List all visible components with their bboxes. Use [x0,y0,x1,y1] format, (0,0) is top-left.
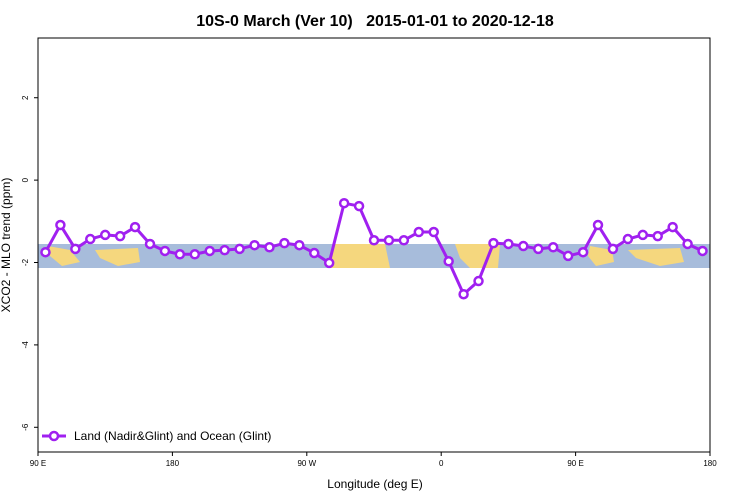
data-point [443,256,454,267]
data-point [682,238,693,250]
data-point [547,242,559,253]
data-point [234,243,245,255]
data-point [533,243,544,255]
data-point [55,219,66,231]
x-tick-label: 90 E [30,459,46,468]
data-point [159,245,171,257]
data-point [99,229,111,241]
data-point [577,246,589,258]
map-strip [38,244,710,268]
y-tick-label: 2 [21,95,30,100]
data-point [353,200,365,212]
x-tick-label: 90 W [297,459,316,468]
x-tick-label: 180 [166,459,180,468]
data-point [204,245,215,257]
data-point [562,250,574,262]
data-point [40,246,51,258]
data-point [85,233,96,245]
x-tick-label: 180 [703,459,717,468]
data-point [667,221,678,233]
data-point [697,245,708,257]
data-point [264,242,275,253]
data-point [129,221,141,233]
plot-frame [37,37,711,453]
data-point [458,288,469,300]
data-point [70,243,81,255]
data-point [294,239,305,251]
chart-title: 10S-0 March (Ver 10) 2015-01-01 to 2020-… [196,13,554,30]
data-point [398,235,410,246]
data-point [518,240,529,252]
data-point [607,243,619,255]
y-tick-label: -6 [21,423,30,431]
x-axis-title: Longitude (deg E) [327,477,422,491]
y-tick-label: 0 [21,177,30,182]
data-point [279,237,290,249]
data-point [323,257,335,269]
y-tick-label: -2 [21,258,30,266]
y-tick-label: -4 [21,341,30,349]
data-point [473,275,484,287]
data-point [652,230,663,242]
data-point [338,197,350,209]
data-point [488,237,499,249]
data-point [114,230,126,242]
data-point [383,235,395,246]
data-point [503,238,514,250]
data-point [622,233,634,245]
x-tick-label: 90 E [567,459,583,468]
data-point [413,226,425,238]
data-point [637,229,649,241]
data-point [368,235,380,246]
data-point [249,239,260,251]
y-axis-title: XCO2 - MLO trend (ppm) [0,178,13,313]
legend-label: Land (Nadir&Glint) and Ocean (Glint) [74,429,271,443]
x-tick-label: 0 [439,459,444,468]
data-point [428,226,439,238]
data-point [309,247,320,259]
data-point [174,249,186,260]
data-point [144,238,156,250]
data-point [189,249,201,260]
data-point [219,244,230,256]
legend-marker [48,430,60,442]
data-point [592,219,604,231]
